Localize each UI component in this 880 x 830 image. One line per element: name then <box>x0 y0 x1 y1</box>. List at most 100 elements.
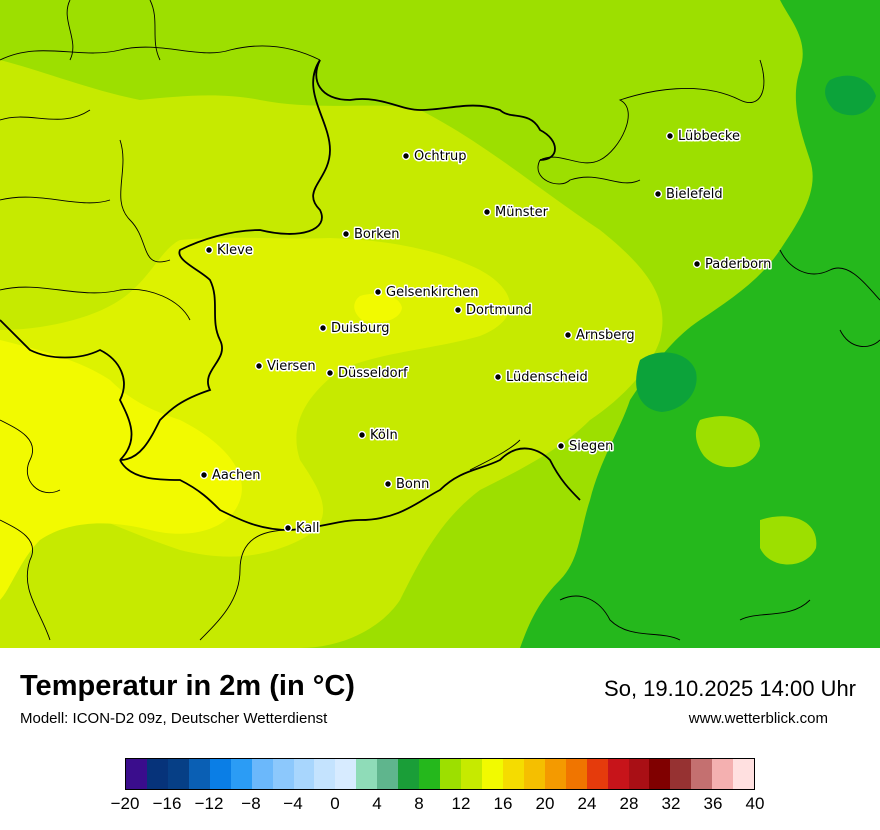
legend-tick-label: 8 <box>414 794 424 813</box>
legend-swatch <box>523 759 545 789</box>
legend-tick-label: 32 <box>661 794 681 813</box>
legend-swatch <box>586 759 608 789</box>
legend-swatch <box>670 759 692 789</box>
legend-swatch <box>565 759 587 789</box>
field-6-ne <box>825 75 876 116</box>
forecast-datetime: So, 19.10.2025 14:00 Uhr <box>604 676 856 701</box>
legend-swatch <box>461 759 482 789</box>
city-label-ludenscheid: Lüdenscheid <box>506 370 588 385</box>
legend-ticks: −20 −16 −12 −8 −4 0 4 8 12 16 20 24 28 32 36 40 <box>111 794 765 818</box>
city-label-koln: Köln <box>370 428 398 443</box>
legend-swatch <box>356 759 378 789</box>
field-8 <box>520 0 880 648</box>
city-marker-dortmund <box>453 305 463 315</box>
legend-swatch <box>188 759 210 789</box>
city-marker-gelsenkirchen <box>373 287 383 297</box>
legend-swatch <box>712 759 734 789</box>
city-marker-siegen <box>556 441 566 451</box>
temperature-map: Lübbecke Ochtrup Bielefeld Münster Borken Kle… <box>0 0 880 648</box>
legend-color-bar <box>125 758 755 790</box>
city-label-munster: Münster <box>495 205 549 220</box>
legend-tick-label: 24 <box>577 794 597 813</box>
legend-swatch <box>440 759 461 789</box>
city-marker-kall <box>283 523 293 533</box>
legend-swatch <box>377 759 399 789</box>
legend-tick-label: 28 <box>619 794 639 813</box>
legend-swatch <box>126 759 147 789</box>
legend-tick-label: −12 <box>194 794 224 813</box>
legend-tick-label: −16 <box>152 794 182 813</box>
legend-swatch <box>649 759 671 789</box>
city-label-viersen: Viersen <box>267 359 316 374</box>
footer: Temperatur in 2m (in °C) Modell: ICON-D2… <box>0 648 880 830</box>
city-label-paderborn: Paderborn <box>705 257 771 272</box>
city-marker-arnsberg <box>563 330 573 340</box>
city-label-ochtrup: Ochtrup <box>414 149 467 164</box>
legend-tick-label: 36 <box>703 794 723 813</box>
city-label-gelsenkirchen: Gelsenkirchen <box>386 285 479 300</box>
city-label-arnsberg: Arnsberg <box>576 328 635 343</box>
field-16-spot <box>354 293 402 323</box>
city-label-dortmund: Dortmund <box>466 303 532 318</box>
state-borders <box>0 0 880 641</box>
field-6 <box>636 352 697 412</box>
legend-swatch <box>544 759 566 789</box>
legend-tick-label: −20 <box>110 794 140 813</box>
legend-swatch <box>146 759 168 789</box>
city-marker-borken <box>341 229 351 239</box>
city-label-lubbecke: Lübbecke <box>678 129 740 144</box>
legend-swatch <box>398 759 420 789</box>
city-marker-paderborn <box>692 259 702 269</box>
legend-swatch <box>167 759 189 789</box>
city-label-bielefeld: Bielefeld <box>666 187 723 202</box>
city-marker-koln <box>357 430 367 440</box>
field-10-islands <box>695 416 817 565</box>
city-layer: Lübbecke Ochtrup Bielefeld Münster Borken Kle… <box>199 128 773 538</box>
map-title: Temperatur in 2m (in °C) <box>20 670 355 702</box>
legend-swatch <box>481 759 503 789</box>
city-label-bonn: Bonn <box>396 477 429 492</box>
city-marker-duisburg <box>318 323 328 333</box>
legend-swatch <box>335 759 357 789</box>
legend-tick-label: 40 <box>745 794 765 813</box>
city-marker-kleve <box>204 245 214 255</box>
city-marker-aachen <box>199 470 209 480</box>
legend-swatch <box>607 759 629 789</box>
city-label-borken: Borken <box>354 227 400 242</box>
legend-swatch <box>502 759 524 789</box>
legend-swatch <box>230 759 252 789</box>
city-marker-bonn <box>383 479 393 489</box>
legend-swatch <box>293 759 315 789</box>
city-label-aachen: Aachen <box>212 468 260 483</box>
city-marker-lubbecke <box>665 131 675 141</box>
legend-tick-label: 0 <box>330 794 340 813</box>
legend-swatch <box>691 759 713 789</box>
website-link[interactable]: www.wetterblick.com <box>688 710 828 727</box>
city-label-dusseldorf: Düsseldorf <box>338 366 408 381</box>
city-marker-dusseldorf <box>325 368 335 378</box>
city-label-kall: Kall <box>296 521 320 536</box>
legend-swatch <box>419 759 441 789</box>
model-info: Modell: ICON-D2 09z, Deutscher Wetterdie… <box>20 710 328 727</box>
city-marker-viersen <box>254 361 264 371</box>
legend-swatch <box>314 759 336 789</box>
legend-tick-label: 4 <box>372 794 382 813</box>
city-marker-munster <box>482 207 492 217</box>
legend-swatch <box>251 759 273 789</box>
city-marker-ludenscheid <box>493 372 503 382</box>
legend-tick-label: −4 <box>283 794 303 813</box>
legend-swatch <box>628 759 650 789</box>
legend-tick-label: 12 <box>451 794 471 813</box>
city-label-kleve: Kleve <box>217 243 253 258</box>
legend-tick-label: 20 <box>535 794 555 813</box>
legend-swatch <box>209 759 231 789</box>
legend-swatch <box>272 759 294 789</box>
legend-tick-label: −8 <box>241 794 261 813</box>
field-16 <box>0 340 242 600</box>
legend-swatch <box>733 759 755 789</box>
city-marker-bielefeld <box>653 189 663 199</box>
legend-tick-label: 16 <box>493 794 513 813</box>
city-label-siegen: Siegen <box>569 439 613 454</box>
nrw-border <box>0 59 581 531</box>
city-marker-ochtrup <box>401 151 411 161</box>
